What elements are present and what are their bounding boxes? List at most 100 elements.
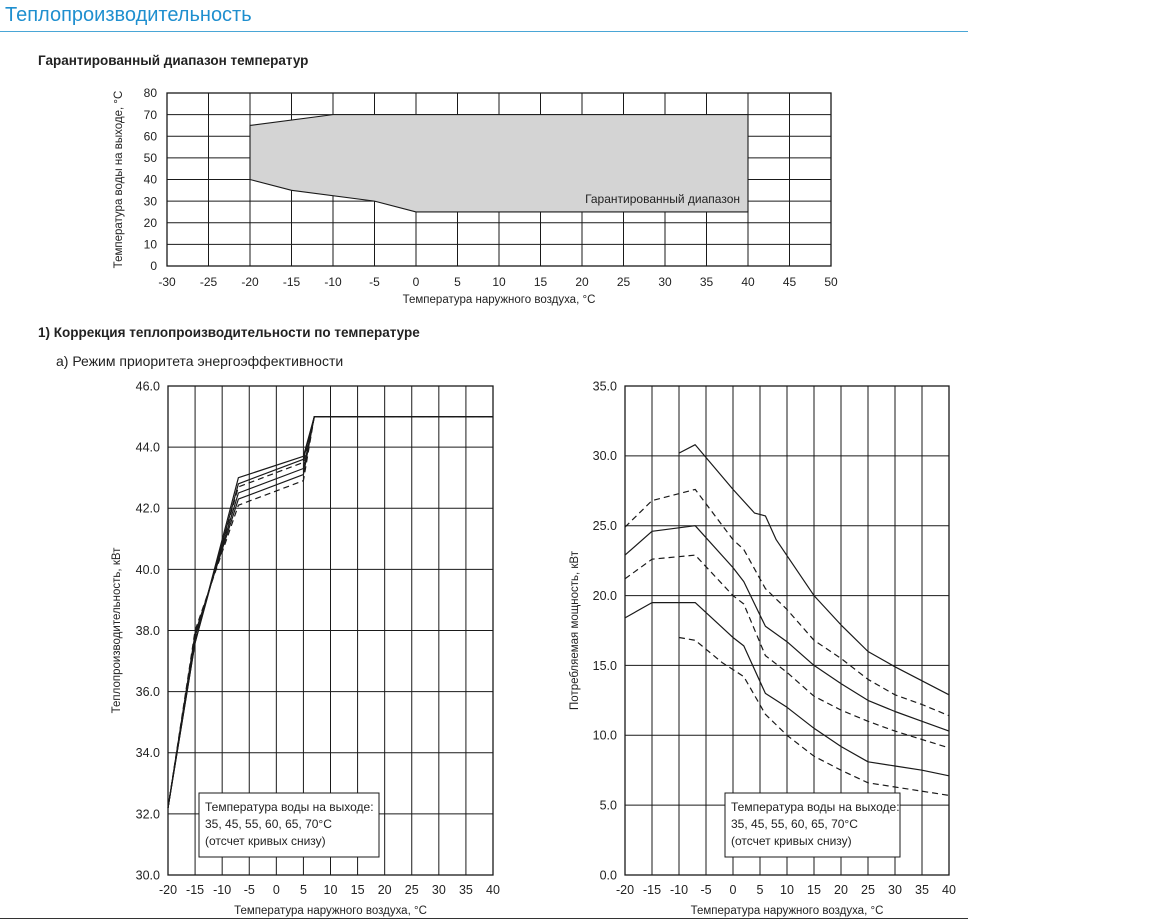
- series-line-5: [167, 416, 493, 808]
- x-tick-label: 30: [658, 275, 672, 289]
- x-tick-label: -15: [186, 883, 204, 897]
- correction-section-title: 1) Коррекция теплопроизводительности по …: [38, 325, 420, 340]
- mode-subsection-title: а) Режим приоритета энергоэффективности: [56, 353, 344, 369]
- y-tick-label: 42.0: [136, 502, 160, 516]
- guaranteed-range-area: [249, 114, 749, 213]
- x-tick-label: -10: [324, 275, 342, 289]
- y-tick-label: 50: [144, 151, 158, 165]
- x-tick-label: 45: [783, 275, 797, 289]
- y-tick-label: 5.0: [600, 799, 617, 813]
- x-tick-label: -15: [283, 275, 301, 289]
- x-tick-label: 40: [741, 275, 755, 289]
- x-tick-label: -10: [213, 883, 231, 897]
- y-tick-label: 36.0: [136, 685, 160, 699]
- legend-box: [198, 792, 380, 858]
- y-tick-label: 80: [144, 86, 158, 100]
- x-tick-label: -25: [200, 275, 218, 289]
- y-tick-label: 70: [144, 108, 158, 122]
- x-axis-label: Температура наружного воздуха, °C: [403, 294, 596, 306]
- y-axis-label: Температура воды на выходе, °C: [113, 91, 125, 269]
- x-tick-label: 15: [807, 883, 821, 897]
- series-line-5: [624, 488, 950, 717]
- y-tick-label: 60: [144, 129, 158, 143]
- title-divider: [0, 31, 968, 32]
- y-axis-label: Потребляемая мощность, кВт: [569, 550, 581, 710]
- x-tick-label: 35: [700, 275, 714, 289]
- y-tick-label: 38.0: [136, 624, 160, 638]
- y-tick-label: 44.0: [136, 441, 160, 455]
- x-tick-label: 5: [454, 275, 461, 289]
- x-tick-label: 10: [780, 883, 794, 897]
- x-tick-label: 30: [432, 883, 446, 897]
- y-tick-label: 40: [144, 173, 158, 187]
- x-tick-label: 15: [534, 275, 548, 289]
- x-tick-label: 30: [888, 883, 902, 897]
- series-line-6: [678, 444, 950, 696]
- x-tick-label: -20: [241, 275, 259, 289]
- y-tick-label: 10.0: [593, 729, 617, 743]
- y-tick-label: 30.0: [136, 868, 160, 882]
- range-area-label: Гарантированный диапазон: [585, 192, 740, 206]
- x-tick-label: 5: [300, 883, 307, 897]
- x-tick-label: 25: [617, 275, 631, 289]
- x-tick-label: 20: [834, 883, 848, 897]
- y-tick-label: 15.0: [593, 659, 617, 673]
- x-tick-label: 15: [351, 883, 365, 897]
- x-tick-label: 25: [861, 883, 875, 897]
- x-tick-label: -20: [159, 883, 177, 897]
- x-tick-label: 40: [942, 883, 956, 897]
- plot-frame: [167, 385, 494, 876]
- x-tick-label: 10: [492, 275, 506, 289]
- bottom-divider: [0, 918, 968, 919]
- y-tick-label: 0.0: [600, 868, 617, 882]
- x-tick-label: -15: [643, 883, 661, 897]
- series-line-2: [624, 601, 950, 777]
- x-tick-label: -5: [244, 883, 255, 897]
- series-line-1: [678, 636, 950, 796]
- x-tick-label: 10: [324, 883, 338, 897]
- x-tick-label: 5: [757, 883, 764, 897]
- x-tick-label: 20: [378, 883, 392, 897]
- x-tick-label: -20: [616, 883, 634, 897]
- legend-text: 35, 45, 55, 60, 65, 70°C: [205, 817, 332, 831]
- x-tick-label: 50: [824, 275, 838, 289]
- x-tick-label: 0: [413, 275, 420, 289]
- x-tick-label: 25: [405, 883, 419, 897]
- x-tick-label: -30: [158, 275, 176, 289]
- legend-text: Температура воды на выходе:: [205, 800, 374, 814]
- y-axis-label: Теплопроизводительность, кВт: [111, 547, 123, 714]
- x-tick-label: 40: [486, 883, 500, 897]
- plot-frame: [166, 92, 832, 267]
- y-tick-label: 20.0: [593, 589, 617, 603]
- x-axis-label: Температура наружного воздуха, °C: [234, 905, 427, 917]
- plot-frame: [624, 385, 950, 876]
- y-tick-label: 34.0: [136, 746, 160, 760]
- x-tick-label: -5: [700, 883, 711, 897]
- range-section-title: Гарантированный диапазон температур: [38, 53, 309, 68]
- x-tick-label: -5: [369, 275, 380, 289]
- x-tick-label: 0: [730, 883, 737, 897]
- x-tick-label: -10: [670, 883, 688, 897]
- legend-box: [724, 792, 901, 858]
- y-tick-label: 0: [150, 259, 157, 273]
- y-tick-label: 30: [144, 194, 158, 208]
- x-tick-label: 35: [915, 883, 929, 897]
- x-tick-label: 0: [273, 883, 280, 897]
- y-tick-label: 25.0: [593, 519, 617, 533]
- legend-text: Температура воды на выходе:: [731, 800, 900, 814]
- series-line-4: [624, 525, 950, 732]
- legend-text: (отсчет кривых снизу): [205, 834, 326, 848]
- legend-text: 35, 45, 55, 60, 65, 70°C: [731, 817, 858, 831]
- y-tick-label: 10: [144, 238, 158, 252]
- page-title: Теплопроизводительность: [5, 4, 252, 26]
- legend-text: (отсчет кривых снизу): [731, 834, 852, 848]
- y-tick-label: 30.0: [593, 449, 617, 463]
- y-tick-label: 32.0: [136, 807, 160, 821]
- x-axis-label: Температура наружного воздуха, °C: [691, 905, 884, 917]
- x-tick-label: 20: [575, 275, 589, 289]
- y-tick-label: 35.0: [593, 379, 617, 393]
- y-tick-label: 20: [144, 216, 158, 230]
